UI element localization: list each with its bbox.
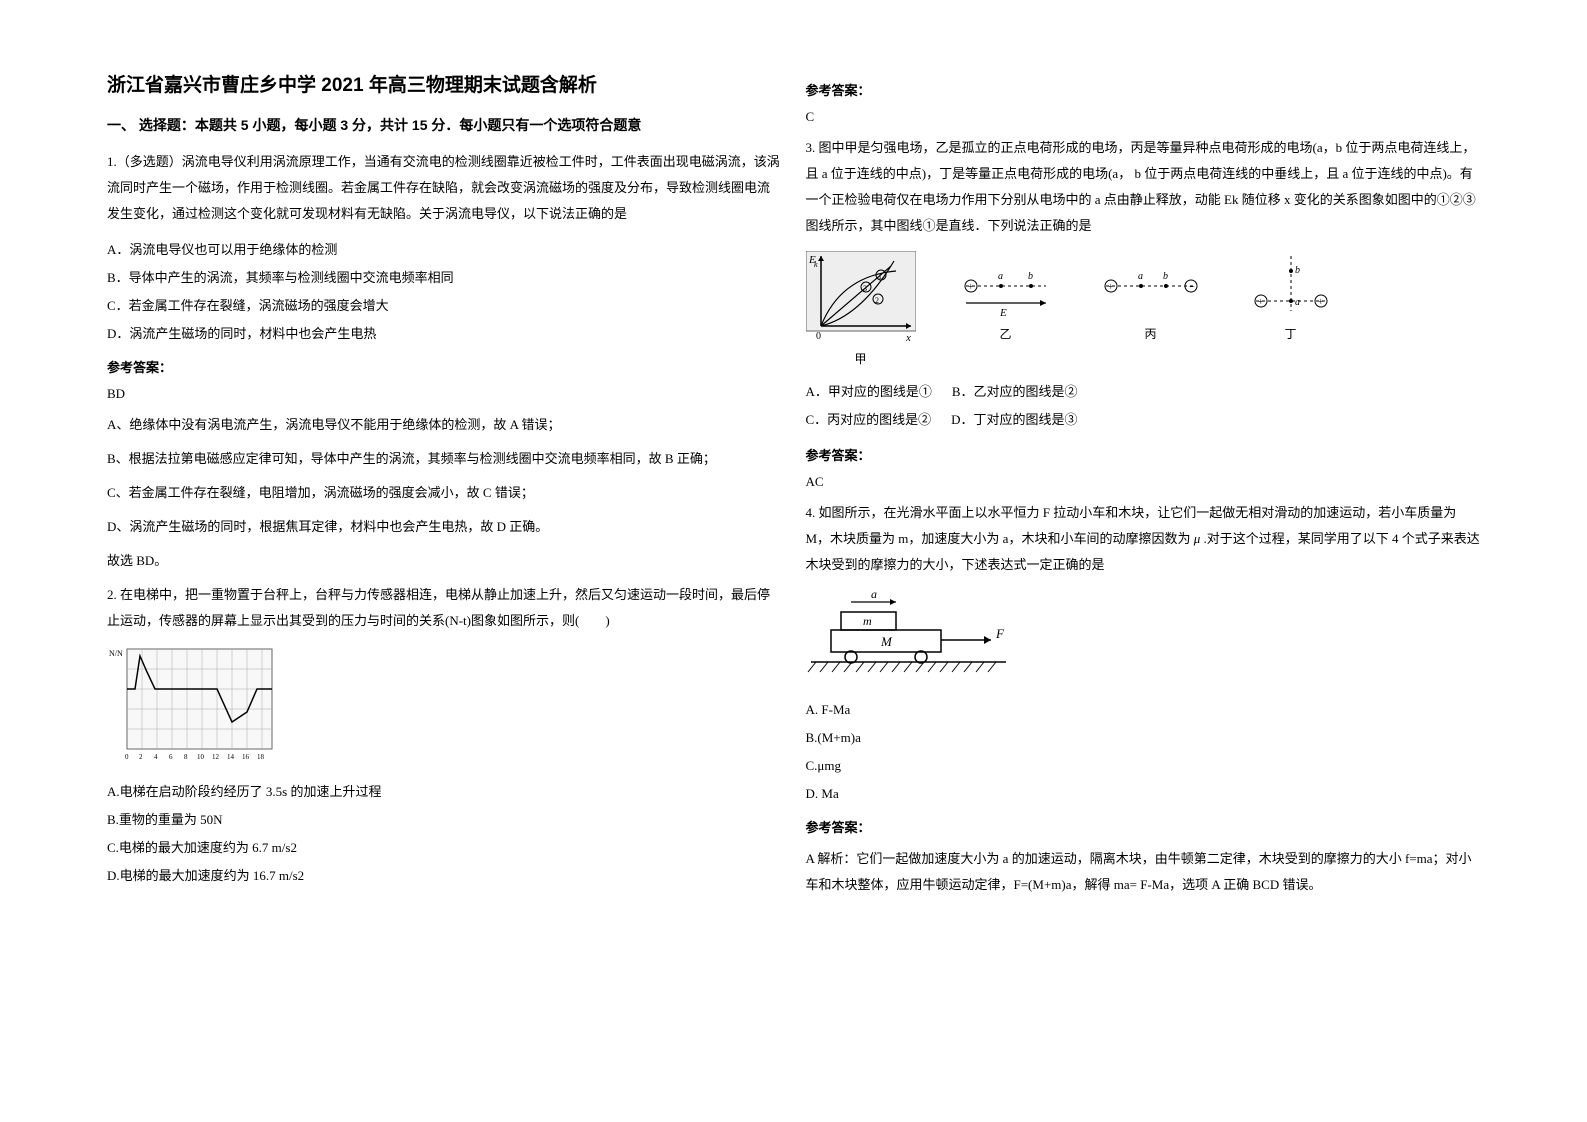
- q2-option-c: C.电梯的最大加速度约为 6.7 m/s2: [107, 835, 782, 861]
- svg-text:18: 18: [257, 753, 265, 761]
- svg-text:b: b: [1163, 271, 1168, 282]
- q3-option-d: D．丁对应的图线是③: [951, 407, 1077, 433]
- q4-option-a: A. F-Ma: [806, 697, 1481, 723]
- q1-option-b: B．导体中产生的涡流，其频率与检测线圈中交流电频率相同: [107, 265, 782, 291]
- svg-text:4: 4: [154, 753, 158, 761]
- svg-text:a: a: [1295, 297, 1300, 308]
- q1-option-d: D．涡流产生磁场的同时，材料中也会产生电热: [107, 321, 782, 347]
- q4-figure: M m a F: [806, 590, 1481, 685]
- svg-text:2: 2: [875, 296, 879, 305]
- q2-option-d: D.电梯的最大加速度约为 16.7 m/s2: [107, 863, 782, 889]
- q4-explanation: A 解析：它们一起做加速度大小为 a 的加速运动，隔离木块，由牛顿第二定律，木块…: [806, 846, 1481, 898]
- svg-text:2: 2: [139, 753, 143, 761]
- svg-text:m: m: [863, 614, 872, 628]
- y-axis-label: N/N: [109, 649, 123, 658]
- exam-title: 浙江省嘉兴市曹庄乡中学 2021 年高三物理期末试题含解析: [107, 70, 782, 97]
- svg-text:8: 8: [184, 753, 188, 761]
- q3-option-c: C．丙对应的图线是②: [806, 407, 932, 433]
- svg-text:b: b: [1295, 265, 1300, 276]
- q2-answer: C: [806, 109, 1481, 125]
- svg-text:k: k: [814, 260, 818, 269]
- q1-exp-b: B、根据法拉第电磁感应定律可知，导体中产生的涡流，其频率与检测线圈中交流电频率相…: [107, 446, 782, 472]
- q2-option-a: A.电梯在启动阶段约经历了 3.5s 的加速上升过程: [107, 779, 782, 805]
- q1-answer-label: 参考答案：: [107, 357, 782, 376]
- section-header: 一、 选择题：本题共 5 小题，每小题 3 分，共计 15 分．每小题只有一个选…: [107, 115, 782, 135]
- nt-graph-svg: N/N 0 2 4 6 8 10 12 14 16 18: [107, 644, 277, 764]
- mu-symbol: μ: [1194, 531, 1201, 546]
- q3-option-a: A．甲对应的图线是①: [806, 379, 932, 405]
- svg-text:16: 16: [242, 753, 250, 761]
- svg-text:3: 3: [863, 284, 867, 293]
- q4-answer-label: 参考答案：: [806, 817, 1481, 836]
- q1-stem: 1.（多选题）涡流电导仪利用涡流原理工作，当通有交流电的检测线圈靠近被检工件时，…: [107, 149, 782, 227]
- q1-option-a: A．涡流电导仪也可以用于绝缘体的检测: [107, 237, 782, 263]
- field-ding: + + a b 丁: [1246, 251, 1336, 342]
- q2-option-b: B.重物的重量为 50N: [107, 807, 782, 833]
- svg-text:E: E: [999, 307, 1007, 319]
- q3-stem: 3. 图中甲是匀强电场，乙是孤立的正点电荷形成的电场，丙是等量异种点电荷形成的电…: [806, 135, 1481, 239]
- q2-answer-label: 参考答案：: [806, 80, 1481, 99]
- svg-text:b: b: [1028, 271, 1033, 282]
- field-bing: + − a b 丙: [1096, 251, 1206, 342]
- svg-text:12: 12: [212, 753, 220, 761]
- svg-text:a: a: [1138, 271, 1143, 282]
- q1-exp-a: A、绝缘体中没有涡电流产生，涡流电导仪不能用于绝缘体的检测，故 A 错误；: [107, 412, 782, 438]
- svg-text:+: +: [1258, 297, 1264, 308]
- field-label-ding: 丁: [1246, 325, 1336, 342]
- field-label-bing: 丙: [1096, 325, 1206, 342]
- svg-text:6: 6: [169, 753, 173, 761]
- q3-answer: AC: [806, 474, 1481, 490]
- q1-exp-d: D、涡流产生磁场的同时，根据焦耳定律，材料中也会产生电热，故 D 正确。: [107, 514, 782, 540]
- svg-text:+: +: [968, 282, 974, 293]
- svg-text:a: a: [871, 590, 877, 601]
- field-label-jia: 甲: [806, 350, 916, 367]
- q4-option-d: D. Ma: [806, 781, 1481, 807]
- svg-text:1: 1: [878, 272, 882, 281]
- svg-text:0: 0: [816, 331, 821, 342]
- q1-exp-c: C、若金属工件存在裂缝，电阻增加，涡流磁场的强度会减小，故 C 错误；: [107, 480, 782, 506]
- svg-text:+: +: [1108, 282, 1114, 293]
- svg-text:a: a: [998, 271, 1003, 282]
- svg-text:0: 0: [125, 753, 129, 761]
- field-yi: + a b E 乙: [956, 251, 1056, 342]
- q1-exp-end: 故选 BD。: [107, 548, 782, 574]
- svg-text:F: F: [995, 626, 1005, 641]
- ek-graph: E k x 3 1 2 0 甲: [806, 251, 916, 367]
- q1-option-c: C．若金属工件存在裂缝，涡流磁场的强度会增大: [107, 293, 782, 319]
- q4-option-c: C.μmg: [806, 753, 1481, 779]
- q2-graph: N/N 0 2 4 6 8 10 12 14 16 18: [107, 644, 782, 769]
- svg-text:−: −: [1189, 282, 1195, 293]
- svg-text:10: 10: [197, 753, 205, 761]
- svg-text:x: x: [905, 332, 911, 344]
- q3-option-b: B．乙对应的图线是②: [952, 379, 1078, 405]
- q4-option-b: B.(M+m)a: [806, 725, 1481, 751]
- svg-text:M: M: [880, 634, 893, 649]
- q4-stem: 4. 如图所示，在光滑水平面上以水平恒力 F 拉动小车和木块，让它们一起做无相对…: [806, 500, 1481, 578]
- svg-text:+: +: [1318, 297, 1324, 308]
- q2-stem: 2. 在电梯中，把一重物置于台秤上，台秤与力传感器相连，电梯从静止加速上升，然后…: [107, 582, 782, 634]
- q3-figure: E k x 3 1 2 0 甲 + a b: [806, 251, 1481, 367]
- svg-text:14: 14: [227, 753, 235, 761]
- field-label-yi: 乙: [956, 325, 1056, 342]
- q1-answer: BD: [107, 386, 782, 402]
- q3-answer-label: 参考答案：: [806, 445, 1481, 464]
